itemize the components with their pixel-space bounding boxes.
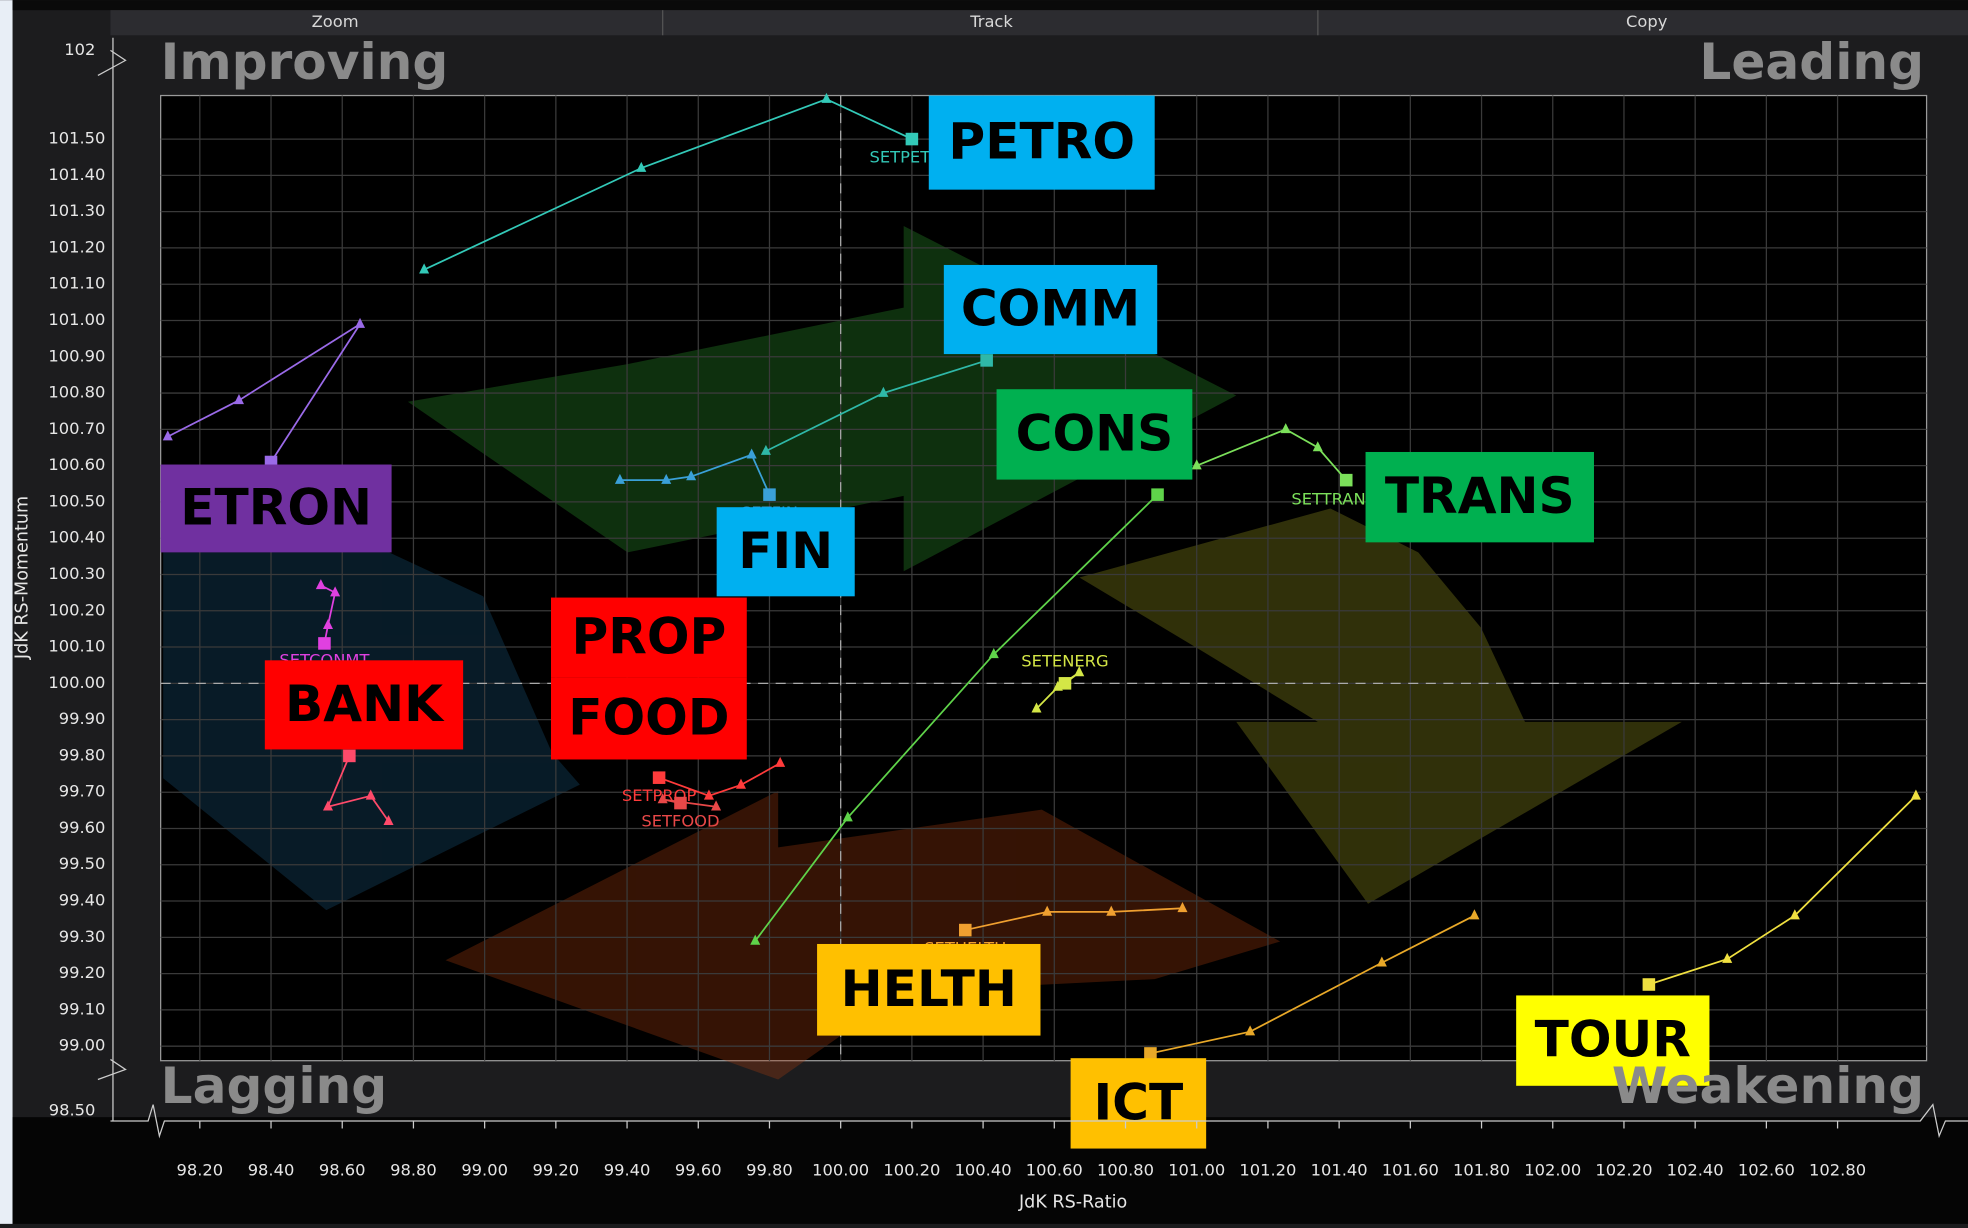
y-tick-label: 99.30: [59, 927, 106, 946]
y-tick-label: 99.20: [59, 963, 106, 982]
tag-label: FIN: [738, 521, 833, 580]
x-tick-label: 99.80: [746, 1161, 793, 1180]
head-marker: [318, 637, 331, 650]
y-tick-label: 100.30: [48, 564, 105, 583]
x-tick-label: 100.00: [812, 1161, 869, 1180]
x-tick-label: 102.40: [1667, 1161, 1724, 1180]
tag-label: HELTH: [841, 959, 1017, 1018]
y-tick-label: 100.60: [48, 455, 105, 474]
head-marker: [1059, 677, 1072, 690]
tag-label: PETRO: [948, 112, 1135, 171]
head-marker: [1151, 488, 1164, 501]
x-tick-label: 100.40: [955, 1161, 1012, 1180]
x-tick-label: 100.20: [883, 1161, 940, 1180]
head-marker: [1643, 978, 1656, 991]
tag-label: ICT: [1094, 1072, 1184, 1131]
y-tick-label: 101.30: [48, 201, 105, 220]
x-axis-title: JdK RS-Ratio: [1018, 1193, 1127, 1213]
y-tick-label: 99.60: [59, 818, 106, 837]
y-break-label: 98.50: [49, 1100, 96, 1119]
toolbar-button[interactable]: Copy: [1626, 12, 1668, 31]
toolbar-button[interactable]: Zoom: [312, 12, 359, 31]
tag-label: CONS: [1016, 403, 1174, 462]
series-label: SETENERG: [1021, 652, 1108, 671]
y-tick-label: 99.40: [59, 891, 106, 910]
quadrant-label: Leading: [1699, 32, 1924, 91]
y-tick-label: 100.50: [48, 491, 105, 510]
x-tick-label: 102.00: [1524, 1161, 1581, 1180]
y-tick-label: 100.70: [48, 419, 105, 438]
x-tick-label: 100.80: [1097, 1161, 1154, 1180]
head-marker: [674, 797, 687, 810]
x-tick-label: 101.20: [1239, 1161, 1296, 1180]
x-tick-label: 102.60: [1738, 1161, 1795, 1180]
y-tick-label: 101.40: [48, 165, 105, 184]
y-tick-label: 99.50: [59, 854, 106, 873]
x-tick-label: 102.80: [1809, 1161, 1866, 1180]
head-marker: [1340, 474, 1353, 487]
y-tick-label: 101.00: [48, 310, 105, 329]
left-edge: [0, 0, 13, 1224]
y-tick-label: 100.80: [48, 383, 105, 402]
x-tick-label: 99.60: [675, 1161, 722, 1180]
tag-label: ETRON: [180, 477, 372, 536]
y-tick-label: 100.20: [48, 600, 105, 619]
quadrant-label: Weakening: [1612, 1056, 1924, 1115]
x-tick-label: 98.80: [390, 1161, 437, 1180]
x-tick-label: 98.60: [319, 1161, 366, 1180]
y-axis-title: JdK RS-Momentum: [13, 496, 33, 660]
y-tick-label: 101.20: [48, 237, 105, 256]
y-tick-label: 99.70: [59, 782, 106, 801]
tag-label: TRANS: [1385, 466, 1575, 525]
x-tick-label: 99.20: [533, 1161, 580, 1180]
page: {"chart_data": { "type": "rrg", "toolbar…: [0, 0, 1968, 1224]
y-tick-label: 99.00: [59, 1036, 106, 1055]
x-tick-label: 101.60: [1382, 1161, 1439, 1180]
x-tick-label: 101.00: [1168, 1161, 1225, 1180]
head-marker: [653, 771, 666, 784]
head-marker: [980, 354, 993, 367]
y-break-label: 102: [64, 40, 95, 59]
y-tick-label: 100.10: [48, 637, 105, 656]
x-tick-label: 101.80: [1453, 1161, 1510, 1180]
head-marker: [1144, 1047, 1157, 1060]
quadrant-label: Improving: [161, 32, 449, 91]
tag-label: FOOD: [568, 688, 729, 747]
x-tick-label: 100.60: [1026, 1161, 1083, 1180]
y-tick-label: 99.10: [59, 999, 106, 1018]
y-tick-label: 101.10: [48, 274, 105, 293]
y-tick-label: 100.90: [48, 346, 105, 365]
head-marker: [343, 750, 356, 763]
y-tick-label: 100.00: [48, 673, 105, 692]
quadrant-label: Lagging: [161, 1056, 388, 1115]
y-tick-label: 99.80: [59, 745, 106, 764]
x-tick-label: 98.20: [176, 1161, 223, 1180]
series-label: SETTRANS: [1291, 490, 1376, 509]
top-edge: [13, 0, 1968, 10]
head-marker: [763, 488, 776, 501]
x-tick-label: 99.40: [604, 1161, 651, 1180]
tag-label: PROP: [571, 607, 726, 666]
tag-label: COMM: [961, 279, 1140, 338]
y-tick-label: 100.40: [48, 528, 105, 547]
x-tick-label: 99.00: [461, 1161, 508, 1180]
series-label: SETFOOD: [641, 811, 719, 830]
x-tick-label: 98.40: [248, 1161, 295, 1180]
x-tick-label: 101.40: [1311, 1161, 1368, 1180]
tag-label: BANK: [285, 674, 445, 733]
toolbar-button[interactable]: Track: [969, 12, 1013, 31]
head-marker: [906, 133, 919, 146]
y-tick-label: 99.90: [59, 709, 106, 728]
head-marker: [959, 924, 972, 937]
x-tick-label: 102.20: [1595, 1161, 1652, 1180]
y-tick-label: 101.50: [48, 129, 105, 148]
chart: Zoom Track Copy SETPETROSETFINSETTRANSSE…: [0, 0, 1968, 1224]
